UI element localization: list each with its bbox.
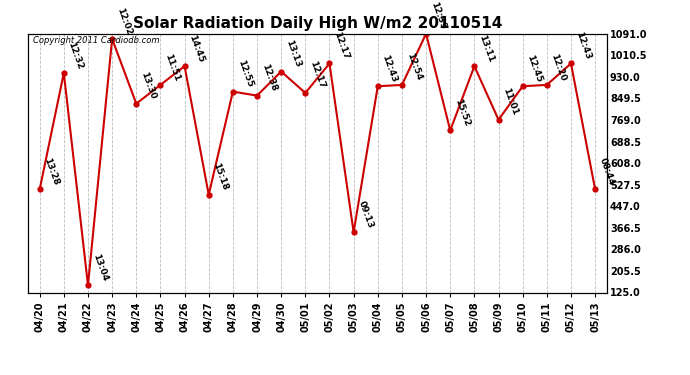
Text: 12:17: 12:17 bbox=[333, 31, 351, 61]
Text: 13:13: 13:13 bbox=[284, 39, 302, 69]
Text: 12:02: 12:02 bbox=[115, 6, 133, 36]
Text: 13:30: 13:30 bbox=[139, 71, 157, 101]
Text: 12:43: 12:43 bbox=[574, 31, 592, 61]
Text: 12:43: 12:43 bbox=[381, 53, 399, 84]
Text: 15:52: 15:52 bbox=[453, 98, 471, 128]
Text: 11:01: 11:01 bbox=[502, 87, 520, 117]
Text: 08:44: 08:44 bbox=[598, 156, 616, 187]
Text: 11:51: 11:51 bbox=[164, 52, 181, 82]
Text: 09:13: 09:13 bbox=[357, 200, 375, 230]
Text: 12:32: 12:32 bbox=[67, 40, 85, 70]
Title: Solar Radiation Daily High W/m2 20110514: Solar Radiation Daily High W/m2 20110514 bbox=[132, 16, 502, 31]
Text: 13:28: 13:28 bbox=[43, 157, 61, 187]
Text: 12:54: 12:54 bbox=[405, 52, 423, 82]
Text: Copyright 2011 Cardiodb.com: Copyright 2011 Cardiodb.com bbox=[33, 36, 160, 45]
Text: 14:45: 14:45 bbox=[188, 33, 206, 63]
Text: 13:04: 13:04 bbox=[91, 252, 109, 282]
Text: 12:55: 12:55 bbox=[236, 59, 254, 89]
Text: 12:20: 12:20 bbox=[550, 52, 568, 82]
Text: 12:17: 12:17 bbox=[308, 60, 326, 90]
Text: 12:45: 12:45 bbox=[526, 53, 544, 84]
Text: 13:11: 13:11 bbox=[477, 33, 495, 63]
Text: 15:18: 15:18 bbox=[212, 162, 230, 192]
Text: 12:39: 12:39 bbox=[429, 1, 447, 31]
Text: 12:38: 12:38 bbox=[260, 63, 278, 93]
